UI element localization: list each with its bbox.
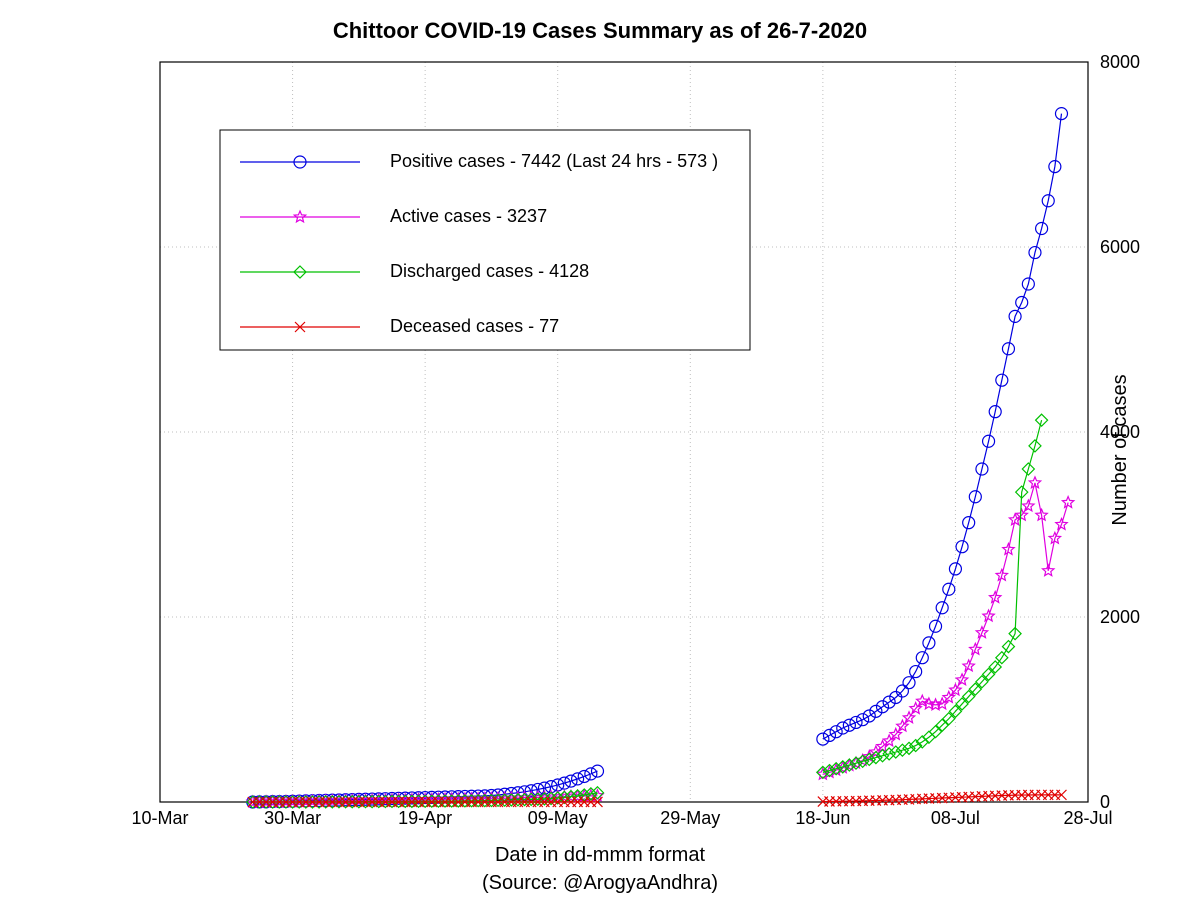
- svg-text:18-Jun: 18-Jun: [795, 808, 850, 828]
- svg-text:08-Jul: 08-Jul: [931, 808, 980, 828]
- svg-text:29-May: 29-May: [660, 808, 720, 828]
- svg-text:6000: 6000: [1100, 237, 1140, 257]
- svg-text:30-Mar: 30-Mar: [264, 808, 321, 828]
- y-axis-label: Number of cases: [1109, 374, 1132, 525]
- legend-label-active: Active cases - 3237: [390, 206, 547, 226]
- svg-text:0: 0: [1100, 792, 1110, 812]
- legend-label-deceased: Deceased cases - 77: [390, 316, 559, 336]
- svg-text:09-May: 09-May: [528, 808, 588, 828]
- legend-label-positive: Positive cases - 7442 (Last 24 hrs - 573…: [390, 151, 718, 171]
- svg-text:8000: 8000: [1100, 52, 1140, 72]
- x-axis-label-line1: Date in dd-mmm format: [0, 844, 1200, 867]
- legend-label-discharged: Discharged cases - 4128: [390, 261, 589, 281]
- x-axis-label-line2: (Source: @ArogyaAndhra): [0, 872, 1200, 895]
- chart-title: Chittoor COVID-19 Cases Summary as of 26…: [0, 18, 1200, 44]
- svg-text:2000: 2000: [1100, 607, 1140, 627]
- svg-text:10-Mar: 10-Mar: [131, 808, 188, 828]
- chart-container: Chittoor COVID-19 Cases Summary as of 26…: [0, 0, 1200, 900]
- chart-svg: 10-Mar 30-Mar 19-Apr 09-May 29-May 18-Jun 08-J…: [0, 0, 1200, 900]
- svg-text:19-Apr: 19-Apr: [398, 808, 452, 828]
